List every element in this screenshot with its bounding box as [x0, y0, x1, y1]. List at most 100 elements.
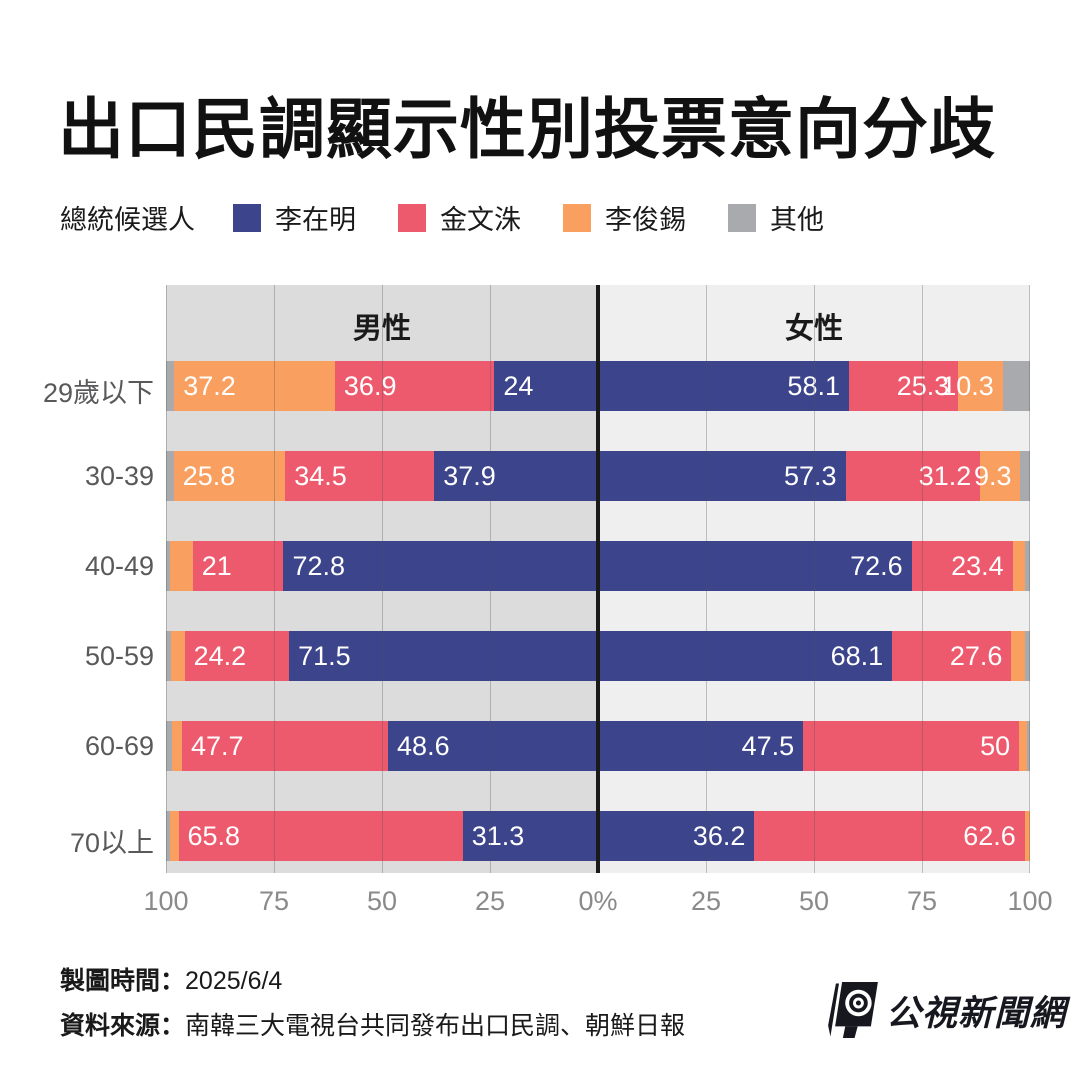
age-label-0: 29歲以下	[42, 378, 154, 408]
gridline-0	[166, 285, 167, 873]
segment-value-female-r0-c1: 25.3	[896, 370, 950, 401]
segment-female-r4-c0: 47.5	[598, 721, 804, 771]
legend-label-2: 李俊錫	[605, 205, 686, 235]
age-label-3: 50-59	[84, 641, 154, 671]
segment-value-female-r0-c0: 58.1	[787, 370, 840, 401]
legend-prefix-label: 總統候選人	[60, 205, 195, 235]
segment-male-r3-c2	[171, 631, 185, 681]
bar-row-male-3: 24.2 71.5	[166, 631, 598, 681]
segment-male-r2-c1: 21	[192, 541, 284, 591]
bar-row-male-0: 37.2 36.9 24	[166, 361, 598, 411]
age-label-4: 60-69	[84, 731, 154, 761]
segment-female-r2-c0: 72.6	[598, 541, 912, 591]
data-source-line: 資料來源：南韓三大電視台共同發布出口民調、朝鮮日報	[60, 1006, 685, 1042]
segment-male-r0-c3	[166, 361, 175, 411]
segment-male-r4-c1: 47.7	[181, 721, 389, 771]
segment-value-female-r3-c0: 68.1	[830, 640, 884, 671]
segment-female-r2-c1: 23.4	[911, 541, 1013, 591]
gridline-7	[1029, 285, 1030, 873]
age-label-1: 30-39	[84, 461, 154, 491]
axis-tick-4: 0%	[578, 886, 618, 916]
segment-male-r0-c1: 36.9	[334, 361, 495, 411]
segment-value-male-r2-c1: 21	[201, 550, 232, 581]
segment-value-female-r5-c1: 62.6	[963, 820, 1016, 851]
legend-label-0: 李在明	[275, 205, 356, 235]
axis-tick-5: 25	[690, 886, 722, 916]
legend-swatch-2	[563, 203, 591, 232]
segment-value-male-r5-c1: 65.8	[187, 820, 241, 851]
segment-value-male-r4-c0: 48.6	[397, 730, 450, 761]
legend-label-3: 其他	[770, 205, 824, 235]
chart-date-label: 製圖時間：	[60, 967, 186, 995]
legend-item-1: 金文洙	[398, 198, 521, 237]
segment-female-r4-c3	[1026, 721, 1030, 771]
segment-female-r1-c3	[1020, 451, 1030, 501]
gridline-6	[922, 285, 923, 873]
segment-male-r4-c0: 48.6	[388, 721, 598, 771]
chart-date-line: 製圖時間：2025/6/4	[60, 961, 282, 997]
axis-tick-1: 75	[258, 886, 290, 916]
legend-swatch-0	[233, 203, 261, 232]
segment-value-female-r4-c1: 50	[980, 730, 1011, 761]
segment-male-r1-c3	[166, 451, 174, 501]
legend-label-1: 金文洙	[440, 205, 521, 235]
segment-male-r3-c3	[166, 631, 172, 681]
segment-female-r1-c0: 57.3	[598, 451, 846, 501]
bar-row-male-4: 47.7 48.6	[166, 721, 598, 771]
segment-male-r2-c0: 72.8	[283, 541, 598, 591]
segment-female-r4-c1: 50	[803, 721, 1020, 771]
axis-tick-0: 100	[143, 886, 189, 916]
gridline-5	[814, 285, 815, 873]
legend-item-3: 其他	[728, 198, 824, 237]
segment-female-r1-c2: 9.3	[974, 451, 1021, 501]
segment-value-female-r2-c0: 72.6	[850, 550, 903, 581]
segment-value-male-r0-c1: 36.9	[343, 370, 397, 401]
age-label-2: 40-49	[84, 551, 154, 581]
axis-tick-7: 75	[906, 886, 938, 916]
legend-item-2: 李俊錫	[563, 198, 686, 237]
data-source-value: 南韓三大電視台共同發布出口民調、朝鮮日報	[185, 1012, 686, 1040]
page-title: 出口民調顯示性別投票意向分歧	[58, 92, 996, 166]
axis-tick-2: 50	[366, 886, 398, 916]
segment-value-male-r3-c1: 24.2	[193, 640, 247, 671]
segment-female-r0-c3	[1002, 361, 1030, 411]
legend-swatch-3	[728, 203, 756, 232]
axis-tick-8: 100	[1007, 886, 1053, 916]
bar-row-male-1: 25.8 34.5 37.9	[166, 451, 598, 501]
segment-female-r2-c3	[1024, 541, 1030, 591]
pts-logo-text: 公視新聞網	[886, 993, 1067, 1033]
gridline-4	[706, 285, 707, 873]
segment-value-male-r1-c1: 34.5	[294, 460, 347, 491]
segment-value-female-r2-c1: 23.4	[951, 550, 1004, 581]
segment-female-r0-c2: 10.3	[941, 361, 1003, 411]
chart-date-value: 2025/6/4	[185, 967, 283, 995]
bar-row-female-1: 57.3 31.2 9.3	[598, 451, 1030, 501]
segment-value-male-r2-c0: 72.8	[292, 550, 346, 581]
segment-male-r1-c1: 34.5	[285, 451, 435, 501]
segment-male-r5-c2	[170, 811, 179, 861]
segment-value-male-r0-c2: 37.2	[183, 370, 236, 401]
segment-female-r4-c2	[1019, 721, 1027, 771]
axis-tick-3: 25	[474, 886, 506, 916]
segment-female-r3-c3	[1024, 631, 1030, 681]
bar-row-female-2: 72.6 23.4	[598, 541, 1030, 591]
segment-male-r4-c3	[166, 721, 173, 771]
segment-male-r5-c3	[166, 811, 171, 861]
segment-value-female-r1-c0: 57.3	[783, 460, 837, 491]
gridline-3	[490, 285, 491, 873]
segment-female-r3-c2	[1011, 631, 1025, 681]
female-panel-header: 女性	[784, 313, 843, 345]
segment-male-r0-c2: 37.2	[174, 361, 335, 411]
segment-value-female-r1-c1: 31.2	[918, 460, 972, 491]
age-label-5: 70以上	[69, 828, 154, 858]
segment-female-r5-c2	[1024, 811, 1030, 861]
bar-row-female-0: 58.1 25.3 10.3	[598, 361, 1030, 411]
segment-value-male-r4-c1: 47.7	[190, 730, 244, 761]
pts-news-logo: 公視新聞網	[828, 982, 1066, 1038]
legend: 總統候選人 李在明 金文洙 李俊錫 其他	[60, 198, 866, 237]
pts-logo-icon	[828, 982, 878, 1038]
segment-male-r1-c0: 37.9	[434, 451, 598, 501]
gridline-2	[382, 285, 383, 873]
zero-axis-line	[596, 285, 600, 873]
segment-male-r4-c2	[172, 721, 182, 771]
